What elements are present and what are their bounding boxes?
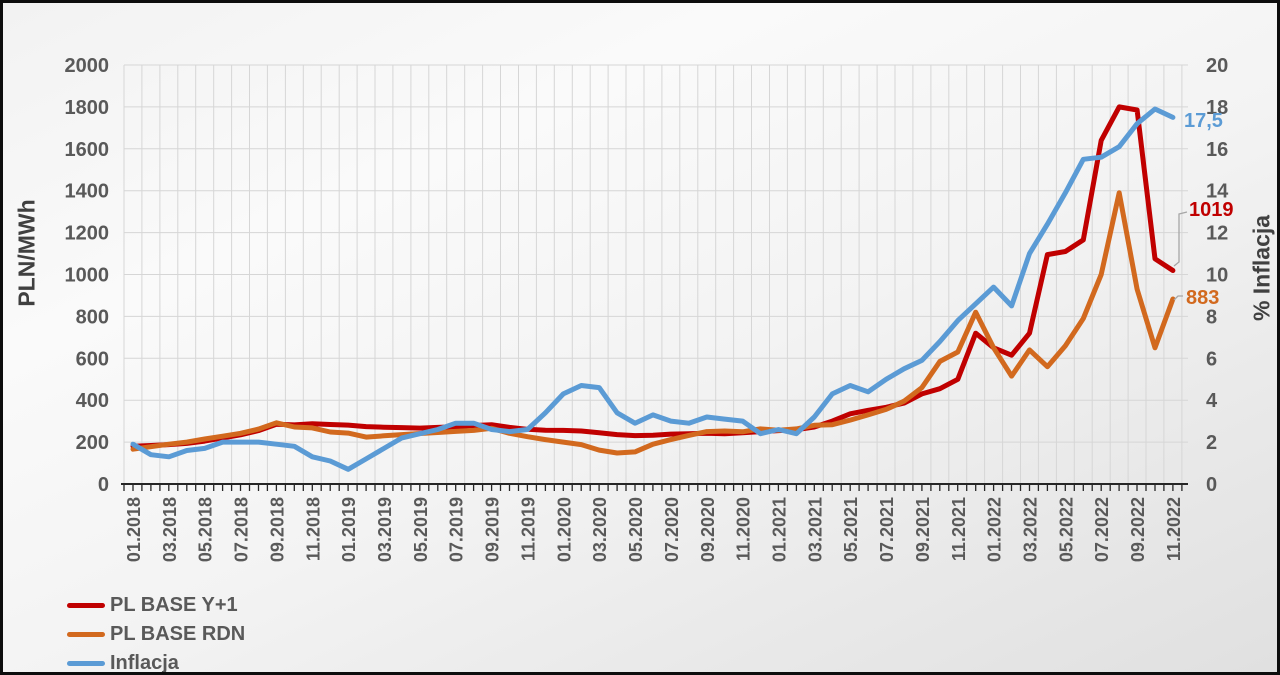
svg-text:1400: 1400 [65,181,110,203]
y-tick-labels: 0 200 400 600 800 1000 1200 1400 1600 1800 2000 0 2 4… [65,55,1230,496]
legend: PL BASE Y+1 PL BASE RDN Inflacja [67,591,245,674]
svg-text:12: 12 [1206,223,1228,245]
svg-text:09.2021: 09.2021 [913,497,933,562]
series-line-pl-base-y-1 [130,104,1176,449]
svg-text:1800: 1800 [65,97,110,119]
svg-text:09.2019: 09.2019 [483,497,503,562]
right-axis-title: % Inflacja [1248,214,1275,322]
svg-text:07.2021: 07.2021 [877,497,897,562]
end-label-175: 17,5 [1184,110,1223,132]
svg-text:09.2020: 09.2020 [698,497,718,562]
svg-text:05.2019: 05.2019 [411,497,431,562]
svg-text:11.2021: 11.2021 [949,497,969,561]
svg-text:2: 2 [1206,432,1217,454]
legend-item-pl-base-y1: PL BASE Y+1 [67,591,245,620]
svg-text:11.2018: 11.2018 [303,497,323,561]
plot-svg: 0 200 400 600 800 1000 1200 1400 1600 1800 2000 0 2 4… [65,55,1234,562]
x-axis [121,483,1188,491]
svg-text:6: 6 [1206,348,1217,370]
svg-text:05.2020: 05.2020 [626,497,646,562]
svg-text:8: 8 [1206,306,1217,328]
svg-text:01.2020: 01.2020 [554,497,574,562]
svg-text:4: 4 [1206,390,1218,412]
svg-text:1200: 1200 [65,223,110,245]
svg-text:11.2022: 11.2022 [1164,497,1184,561]
svg-text:07.2019: 07.2019 [447,497,467,562]
svg-text:11.2019: 11.2019 [519,497,539,561]
svg-text:20: 20 [1206,55,1228,77]
legend-swatch-inflacja [67,661,105,666]
legend-swatch-pl-base-y1 [67,603,105,608]
svg-text:07.2022: 07.2022 [1092,497,1112,562]
legend-item-pl-base-rdn: PL BASE RDN [67,620,245,649]
svg-text:2000: 2000 [65,55,110,77]
legend-label-pl-base-rdn: PL BASE RDN [110,623,246,645]
svg-text:400: 400 [76,390,109,412]
svg-text:07.2018: 07.2018 [232,497,252,562]
svg-text:1600: 1600 [65,139,110,161]
svg-text:600: 600 [76,348,109,370]
x-tick-labels: 01.2018 03.2018 05.2018 07.2018 09.2018 11.20… [124,497,1184,562]
svg-text:01.2019: 01.2019 [339,497,359,562]
svg-text:11.2020: 11.2020 [734,497,754,561]
svg-text:1000: 1000 [65,265,110,287]
svg-text:18: 18 [1206,97,1228,119]
legend-label-pl-base-y1: PL BASE Y+1 [110,594,238,616]
svg-text:03.2022: 03.2022 [1021,497,1041,562]
legend-swatch-pl-base-rdn [67,632,105,637]
legend-label-inflacja: Inflacja [110,652,179,674]
left-axis-title: PLN/MWh [13,199,40,307]
end-value-labels: 1019 883 17,5 [1173,110,1234,309]
svg-text:10: 10 [1206,265,1228,287]
svg-text:03.2021: 03.2021 [805,497,825,562]
svg-text:0: 0 [1206,474,1217,496]
svg-text:09.2022: 09.2022 [1128,497,1148,562]
svg-text:03.2020: 03.2020 [590,497,610,562]
legend-item-inflacja: Inflacja [67,649,245,674]
svg-text:03.2018: 03.2018 [160,497,180,562]
svg-text:0: 0 [98,474,109,496]
end-label-883: 883 [1186,287,1219,309]
svg-text:03.2019: 03.2019 [375,497,395,562]
svg-text:200: 200 [76,432,109,454]
svg-text:05.2018: 05.2018 [196,497,216,562]
series-line-pl-base-rdn [130,190,1176,456]
svg-text:09.2018: 09.2018 [267,497,287,562]
svg-text:16: 16 [1206,139,1228,161]
svg-text:800: 800 [76,306,109,328]
series-line-inflacja [130,106,1176,472]
svg-text:05.2022: 05.2022 [1056,497,1076,562]
svg-text:01.2021: 01.2021 [770,497,790,562]
svg-text:07.2020: 07.2020 [662,497,682,562]
end-label-1019: 1019 [1189,199,1234,221]
svg-text:14: 14 [1206,181,1229,203]
svg-text:05.2021: 05.2021 [841,497,861,562]
svg-text:01.2022: 01.2022 [985,497,1005,562]
svg-text:01.2018: 01.2018 [124,497,144,562]
gridlines [123,64,1188,484]
